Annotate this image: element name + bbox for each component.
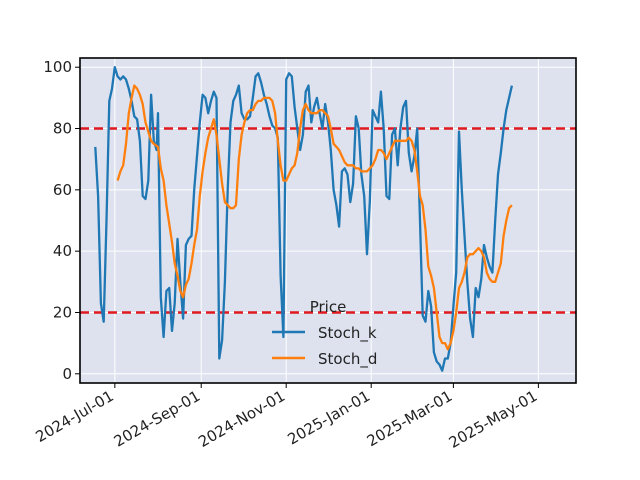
y-tick-label: 80 — [53, 120, 72, 138]
plot-frame — [79, 57, 577, 384]
y-tick-label: 40 — [53, 242, 72, 260]
x-tick-label: 2025-Jan-01 — [284, 387, 373, 449]
legend-label-stoch-d: Stoch_d — [318, 350, 377, 369]
x-tick-label: 2025-May-01 — [446, 387, 541, 452]
x-axis-ticks: 2024-Jul-012024-Sep-012024-Nov-012025-Ja… — [32, 383, 540, 452]
y-tick-label: 100 — [43, 58, 72, 76]
legend-title: Price — [310, 298, 347, 316]
series-line-stoch-d — [116, 84, 513, 351]
series-line-stoch-k — [94, 66, 514, 372]
series-lines — [94, 66, 514, 372]
x-tick-label: 2025-Mar-01 — [364, 387, 456, 450]
x-tick-label: 2024-Nov-01 — [195, 387, 288, 451]
y-tick-label: 0 — [62, 365, 72, 383]
y-tick-label: 60 — [53, 181, 72, 199]
y-axis-ticks: 0 20 40 60 80 100 — [43, 58, 80, 383]
y-tick-label: 20 — [53, 303, 72, 321]
x-tick-label: 2024-Sep-01 — [111, 387, 203, 451]
reference-lines — [80, 127, 576, 314]
legend: Price Stoch_k Stoch_d — [272, 298, 377, 369]
x-tick-label: 2024-Jul-01 — [32, 387, 116, 446]
legend-label-stoch-k: Stoch_k — [318, 324, 377, 343]
